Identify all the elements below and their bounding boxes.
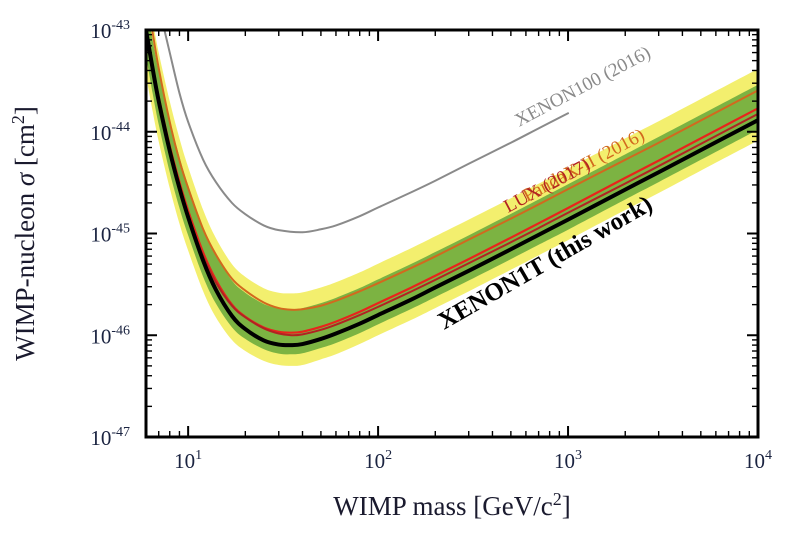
x-tick-label: 104 xyxy=(744,448,772,473)
curve-xenon100 xyxy=(163,30,570,234)
y-tick-label: 10-45 xyxy=(90,222,130,247)
y-tick-label: 10-44 xyxy=(90,120,130,145)
x-axis-title: WIMP mass [GeV/c2] xyxy=(333,489,570,521)
x-tick-label: 101 xyxy=(174,448,202,473)
y-tick-label: 10-47 xyxy=(90,425,130,450)
y-tick-label: 10-43 xyxy=(90,18,130,43)
band-2-sigma xyxy=(146,30,758,366)
x-tick-label: 103 xyxy=(554,448,582,473)
y-axis-title: WIMP-nucleon σ [cm2] xyxy=(8,106,40,361)
band-1-sigma xyxy=(146,30,758,355)
x-tick-label: 102 xyxy=(364,448,392,473)
curve-xenon1t xyxy=(146,30,758,348)
curve-pandax-ii xyxy=(151,31,758,311)
y-tick-label: 10-46 xyxy=(90,323,130,348)
